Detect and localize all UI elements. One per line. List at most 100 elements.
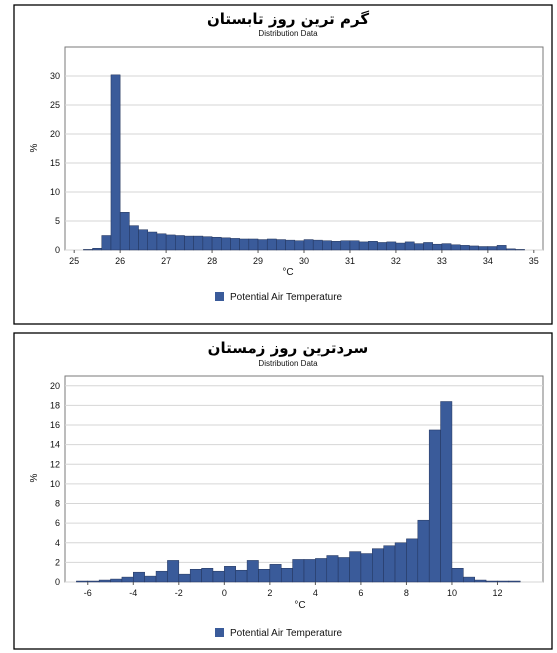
winter-chart-panel: سردترین روز زمستان Distribution Data 0 2 4… <box>13 332 553 650</box>
summer-y-axis-label: % <box>29 143 40 152</box>
summer-histogram-bar <box>165 234 176 251</box>
winter-x-axis-label: °C <box>294 600 305 611</box>
summer-histogram-bar <box>368 241 378 251</box>
winter-legend-swatch <box>215 628 224 637</box>
winter-histogram-bar <box>315 558 328 583</box>
winter-legend-label: Potential Air Temperature <box>230 628 343 639</box>
winter-histogram-bar <box>337 557 350 583</box>
winter-x-tick-label: -6 <box>84 588 92 598</box>
winter-chart-title: سردترین روز زمستان <box>208 339 369 357</box>
summer-y-ticks: 0 5 10 15 20 25 30 <box>50 71 60 255</box>
winter-histogram-bar <box>258 568 271 583</box>
summer-legend: Potential Air Temperature <box>215 292 343 303</box>
winter-x-tick-label: 12 <box>492 588 502 598</box>
winter-histogram-bar <box>269 564 282 583</box>
summer-histogram-bar <box>285 239 296 251</box>
winter-histogram-bar <box>485 580 498 583</box>
winter-x-tick-label: -2 <box>175 588 183 598</box>
winter-histogram-bar <box>178 573 191 583</box>
winter-histogram-bar <box>235 569 248 583</box>
winter-histogram-bar <box>451 568 464 583</box>
winter-y-ticks: 0 2 4 6 8 10 12 14 16 18 20 <box>50 381 60 587</box>
winter-histogram-bar <box>406 538 419 583</box>
winter-histogram-bar <box>292 559 305 583</box>
winter-x-tick-label: -4 <box>129 588 137 598</box>
summer-histogram-bar <box>340 240 351 251</box>
winter-x-tick-label: 8 <box>404 588 409 598</box>
summer-x-tick-label: 34 <box>483 256 493 266</box>
summer-x-tick-label: 27 <box>161 256 171 266</box>
winter-histogram-bar <box>360 553 373 583</box>
summer-histogram-bar <box>303 239 314 251</box>
winter-y-axis-label: % <box>29 473 40 482</box>
winter-histogram-bar <box>508 580 521 583</box>
summer-histogram-bar <box>202 236 213 251</box>
winter-histogram-bar <box>189 568 202 583</box>
winter-histogram-bar <box>383 545 396 583</box>
summer-histogram-bar <box>349 240 360 251</box>
summer-histogram-bar <box>221 237 231 251</box>
summer-x-tick-label: 30 <box>299 256 309 266</box>
summer-y-tick-label: 10 <box>50 187 60 197</box>
winter-histogram-bar <box>98 579 111 583</box>
winter-y-tick-label: 16 <box>50 420 60 430</box>
summer-histogram-bar <box>248 238 259 251</box>
winter-histogram-bar <box>474 579 487 583</box>
summer-chart-subtitle: Distribution Data <box>258 29 318 38</box>
summer-legend-label: Potential Air Temperature <box>230 292 343 303</box>
summer-y-tick-label: 15 <box>50 158 60 168</box>
summer-x-tick-label: 32 <box>391 256 401 266</box>
winter-histogram-bar <box>280 568 293 583</box>
summer-histogram-bar <box>294 240 305 251</box>
summer-histogram-bar <box>266 238 277 251</box>
summer-x-tick-label: 28 <box>207 256 217 266</box>
summer-bars <box>83 74 525 251</box>
winter-histogram-bar <box>463 576 475 583</box>
winter-histogram-bar <box>224 566 236 583</box>
summer-histogram-bar <box>414 243 424 251</box>
winter-histogram-bar <box>110 578 123 583</box>
winter-x-tick-label: 2 <box>267 588 272 598</box>
summer-histogram-bar <box>496 245 507 251</box>
summer-chart-panel: گرم ترین روز تابستان Distribution Data 0… <box>13 4 553 325</box>
summer-histogram-bar <box>211 236 222 251</box>
summer-histogram-bar <box>395 242 406 251</box>
summer-y-tick-label: 5 <box>55 216 60 226</box>
summer-histogram-bar <box>193 235 204 251</box>
winter-histogram-bar <box>428 429 441 583</box>
winter-x-ticks: -6 -4 -2 0 2 4 6 8 10 12 <box>84 582 502 598</box>
summer-histogram-bar <box>423 242 433 251</box>
summer-histogram-bar <box>322 240 332 251</box>
winter-y-tick-label: 2 <box>55 557 60 567</box>
summer-histogram-bar <box>515 249 525 251</box>
summer-histogram-bar <box>487 246 498 251</box>
winter-y-tick-label: 10 <box>50 479 60 489</box>
winter-histogram-bar <box>246 560 259 583</box>
summer-y-tick-label: 25 <box>50 100 60 110</box>
summer-x-tick-label: 26 <box>115 256 125 266</box>
summer-y-tick-label: 20 <box>50 129 60 139</box>
summer-x-tick-label: 25 <box>69 256 79 266</box>
winter-histogram-bar <box>133 571 145 583</box>
summer-histogram-bar <box>239 238 250 251</box>
summer-histogram-bar <box>129 225 139 251</box>
summer-histogram-bar <box>312 239 323 251</box>
winter-histogram-bar <box>372 548 384 583</box>
summer-histogram-bar <box>386 241 397 251</box>
winter-histogram-bar <box>87 580 100 583</box>
winter-x-tick-label: 6 <box>358 588 363 598</box>
summer-histogram-bar <box>230 238 240 251</box>
summer-y-tick-label: 0 <box>55 245 60 255</box>
summer-histogram-bar <box>404 241 415 251</box>
winter-histogram-bar <box>417 519 430 583</box>
winter-histogram-bar <box>326 555 339 583</box>
winter-histogram-bar <box>144 575 157 583</box>
winter-histogram-bar <box>440 401 453 583</box>
summer-x-tick-label: 35 <box>529 256 539 266</box>
winter-x-tick-label: 4 <box>313 588 318 598</box>
summer-histogram-bar <box>432 243 443 251</box>
summer-histogram-bar <box>101 235 112 251</box>
summer-histogram-bar <box>460 245 470 251</box>
summer-x-axis-label: °C <box>282 267 293 278</box>
